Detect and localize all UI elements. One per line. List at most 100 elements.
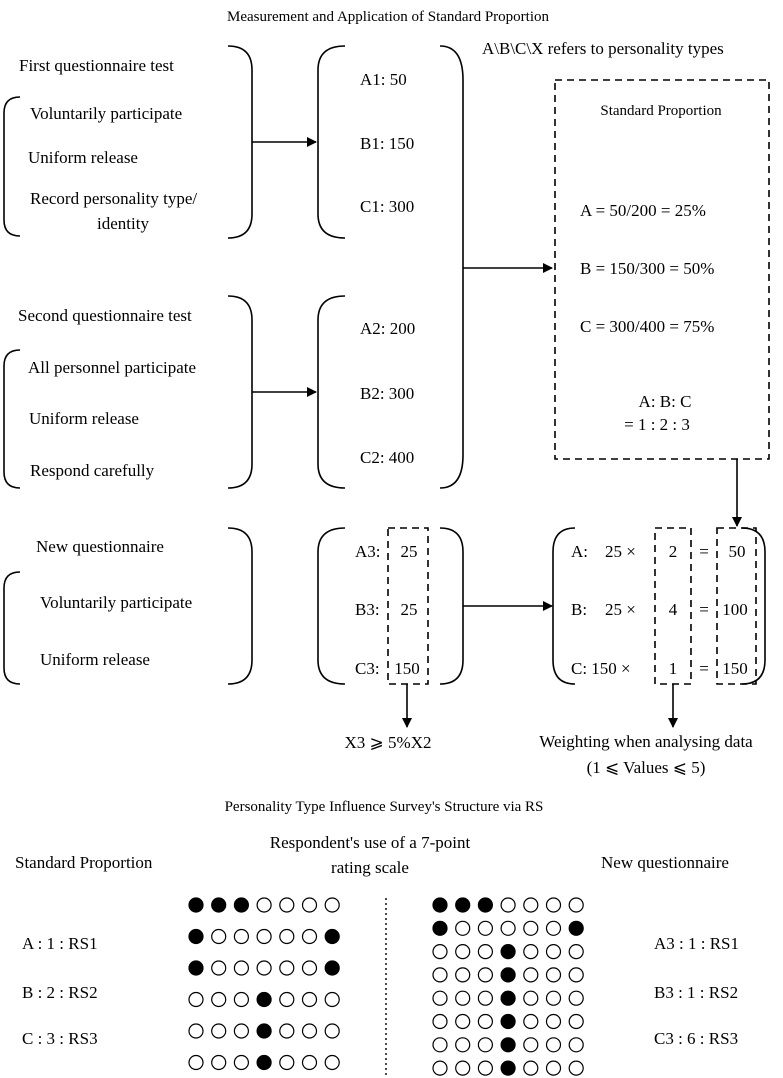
empty-rating-dot: [301, 960, 318, 976]
standard-a: A = 50/200 = 25%: [580, 201, 706, 220]
standard-proportion-box: [554, 79, 770, 460]
empty-rating-dot: [301, 928, 318, 945]
empty-rating-dot: [256, 897, 272, 913]
weight-row-weight: 1: [668, 659, 678, 678]
filled-rating-dot: [188, 897, 204, 913]
first-item: identity: [97, 214, 149, 233]
first-heading: First questionnaire test: [19, 56, 174, 75]
empty-rating-dot: [211, 1023, 227, 1039]
filled-rating-dot: [568, 920, 584, 936]
empty-rating-dot: [455, 1013, 471, 1030]
weighting-caption: Weighting when analysing data: [539, 732, 753, 751]
empty-rating-dot: [211, 928, 227, 945]
empty-rating-dot: [455, 943, 471, 960]
empty-rating-dot: [256, 960, 272, 976]
empty-rating-dot: [545, 1037, 562, 1053]
empty-rating-dot: [568, 1060, 584, 1076]
empty-rating-dot: [568, 943, 584, 960]
second-item: All personnel participate: [28, 358, 197, 377]
empty-rating-dot: [432, 967, 448, 983]
types-note: A\B\C\X refers to personality types: [482, 39, 724, 58]
empty-rating-dot: [188, 1023, 204, 1039]
standard-title: Standard Proportion: [600, 103, 722, 119]
filled-rating-dot: [500, 1060, 516, 1076]
second-values-left-brace: [317, 295, 346, 489]
filled-rating-dot: [500, 1037, 516, 1053]
big-right-brace: [439, 45, 464, 489]
empty-rating-dot: [432, 1013, 448, 1030]
filled-rating-dot: [256, 991, 272, 1008]
empty-rating-dot: [301, 897, 318, 913]
first-item: Uniform release: [28, 148, 138, 167]
empty-rating-dot: [188, 1054, 204, 1071]
empty-rating-dot: [477, 967, 494, 983]
empty-rating-dot: [523, 1013, 539, 1030]
weight-row-weight: 4: [668, 600, 678, 619]
empty-rating-dot: [211, 960, 227, 976]
empty-rating-dot: [432, 943, 448, 960]
empty-rating-dot: [477, 1037, 494, 1053]
first-value: C1: 300: [360, 197, 415, 216]
empty-rating-dot: [256, 928, 272, 945]
first-item: Record personality type/: [30, 189, 198, 208]
filled-rating-dot: [477, 897, 494, 913]
weight-row-eq: =: [699, 600, 709, 619]
second-item: Uniform release: [29, 409, 139, 428]
empty-rating-dot: [545, 943, 562, 960]
empty-rating-dot: [211, 1054, 227, 1071]
empty-rating-dot: [523, 990, 539, 1006]
weight-right-brace: [741, 527, 766, 685]
right-ratio: C3 : 6 : RS3: [654, 1029, 739, 1048]
empty-rating-dot: [545, 990, 562, 1006]
new-condition: X3 ⩾ 5%X2: [344, 733, 432, 752]
empty-rating-dot: [301, 1023, 318, 1039]
second-items-left-brace: [3, 349, 21, 489]
empty-rating-dot: [455, 1060, 471, 1076]
first-items-left-brace: [3, 96, 21, 237]
empty-rating-dot: [523, 943, 539, 960]
weight-left-brace: [552, 527, 576, 685]
filled-rating-dot: [432, 897, 448, 913]
empty-rating-dot: [432, 990, 448, 1006]
standard-ratio: A: B: C: [638, 392, 692, 411]
right-ratio: A3 : 1 : RS1: [654, 934, 740, 953]
empty-rating-dot: [545, 920, 562, 936]
empty-rating-dot: [432, 1060, 448, 1076]
empty-rating-dot: [211, 991, 227, 1008]
empty-rating-dot: [500, 897, 516, 913]
first-value: B1: 150: [360, 134, 415, 153]
empty-rating-dot: [568, 897, 584, 913]
first-values-left-brace: [317, 45, 346, 239]
empty-rating-dot: [301, 1054, 318, 1071]
empty-rating-dot: [568, 967, 584, 983]
second-value: A2: 200: [360, 319, 416, 338]
empty-rating-dot: [523, 967, 539, 983]
left-ratio: C : 3 : RS3: [22, 1029, 98, 1048]
filled-rating-dot: [324, 928, 340, 945]
first-value: A1: 50: [360, 70, 407, 89]
empty-rating-dot: [279, 1023, 295, 1039]
bottom-right-heading: New questionnaire: [601, 853, 729, 872]
weight-row-result: 50: [728, 542, 746, 561]
filled-rating-dot: [432, 920, 448, 936]
filled-rating-dot: [256, 1023, 272, 1039]
empty-rating-dot: [523, 920, 539, 936]
empty-rating-dot: [477, 943, 494, 960]
empty-rating-dot: [432, 1037, 448, 1053]
weight-row-base: 25 ×: [605, 542, 636, 561]
first-right-brace: [227, 45, 253, 239]
new-value: 25: [400, 600, 418, 619]
empty-rating-dot: [477, 1060, 494, 1076]
left-ratio: A : 1 : RS1: [22, 934, 98, 953]
empty-rating-dot: [568, 990, 584, 1006]
empty-rating-dot: [233, 960, 250, 976]
standard-ratio-values: = 1 : 2 : 3: [624, 415, 690, 434]
weighting-range: (1 ⩽ Values ⩽ 5): [586, 758, 706, 777]
empty-rating-dot: [545, 1013, 562, 1030]
empty-rating-dot: [568, 1037, 584, 1053]
new-label: B3:: [355, 600, 380, 619]
standard-b: B = 150/300 = 50%: [580, 259, 715, 278]
empty-rating-dot: [279, 1054, 295, 1071]
new-values-right-brace: [439, 527, 464, 685]
